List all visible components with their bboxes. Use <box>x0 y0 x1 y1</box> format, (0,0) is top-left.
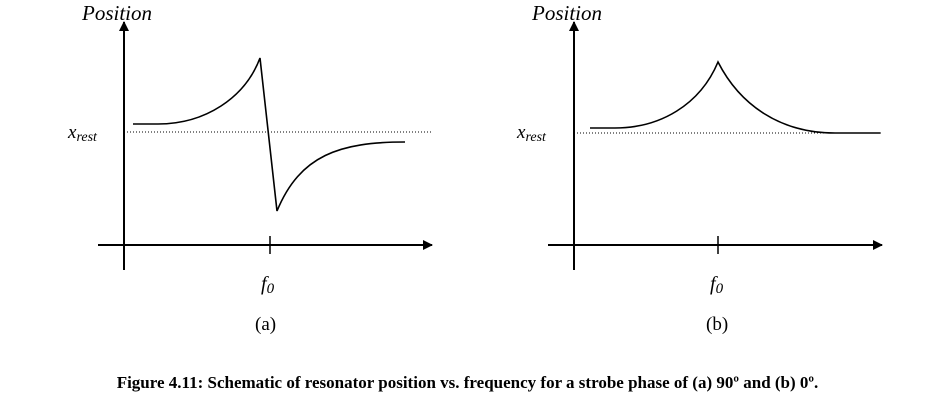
rest-label-b: xrest <box>516 122 547 145</box>
f0-label-b: f0 <box>710 273 724 297</box>
panel-b: Position xrest f0 (b) <box>516 1 883 335</box>
panel-label-a: (a) <box>255 314 276 335</box>
figure-caption: Figure 4.11: Schematic of resonator posi… <box>116 373 819 392</box>
response-curve-a <box>133 57 406 212</box>
panel-a: Position xrest f0 (a) <box>67 1 433 335</box>
response-curve-b <box>590 60 880 134</box>
y-axis-label-b: Position <box>531 1 602 25</box>
rest-label-a: xrest <box>67 122 98 145</box>
panel-label-b: (b) <box>706 314 728 335</box>
f0-label-a: f0 <box>261 273 275 297</box>
y-axis-label-a: Position <box>81 1 152 25</box>
